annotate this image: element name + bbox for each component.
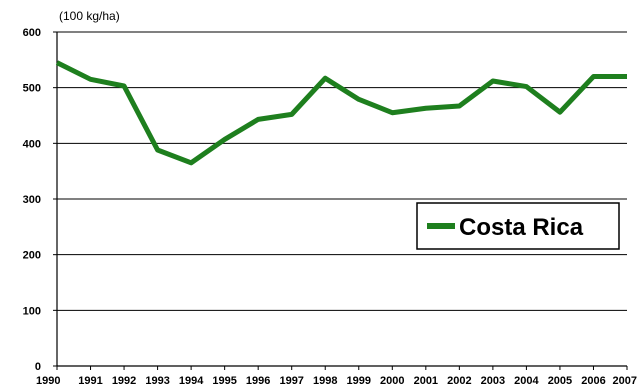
y-tick-label: 300 — [23, 194, 41, 206]
x-tick-label: 1996 — [246, 375, 270, 387]
x-tick-label: 1998 — [313, 375, 337, 387]
y-tick-label: 600 — [23, 27, 41, 39]
y-tick-label: 200 — [23, 250, 41, 262]
series-group — [55, 60, 627, 166]
x-tick-label: 1993 — [145, 375, 169, 387]
y-tick-label: 0 — [35, 361, 41, 373]
x-tick-label: 1994 — [179, 375, 204, 387]
x-tick-label: 1997 — [279, 375, 303, 387]
x-tick-label: 2004 — [514, 375, 539, 387]
series-line-costa-rica — [55, 60, 627, 166]
x-tick-label: 1991 — [78, 375, 102, 387]
x-tick-label: 2006 — [581, 375, 605, 387]
x-tick-label: 2005 — [548, 375, 572, 387]
x-tick-label: 2007 — [613, 375, 637, 387]
x-axis-ticks: 1990 1991 1992 1993 1994 1995 1996 1997 1998 1999… — [36, 366, 637, 387]
x-tick-label: 2001 — [414, 375, 438, 387]
y-tick-label: 400 — [23, 138, 41, 150]
legend-label-costa-rica: Costa Rica — [459, 214, 584, 241]
x-tick-label: 1999 — [347, 375, 371, 387]
y-tick-label: 100 — [23, 305, 41, 317]
gridlines — [57, 31, 627, 311]
x-tick-label: 1990 — [36, 375, 60, 387]
y-axis-ticks: 0 100 200 300 400 500 600 — [23, 27, 57, 373]
x-tick-label: 1995 — [212, 375, 236, 387]
y-tick-label: 500 — [23, 83, 41, 95]
x-tick-label: 2000 — [380, 375, 404, 387]
y-axis-unit-label: (100 kg/ha) — [59, 9, 120, 23]
x-tick-label: 2003 — [481, 375, 505, 387]
x-tick-label: 2002 — [447, 375, 471, 387]
x-tick-label: 1992 — [112, 375, 136, 387]
legend: Costa Rica — [416, 202, 620, 250]
